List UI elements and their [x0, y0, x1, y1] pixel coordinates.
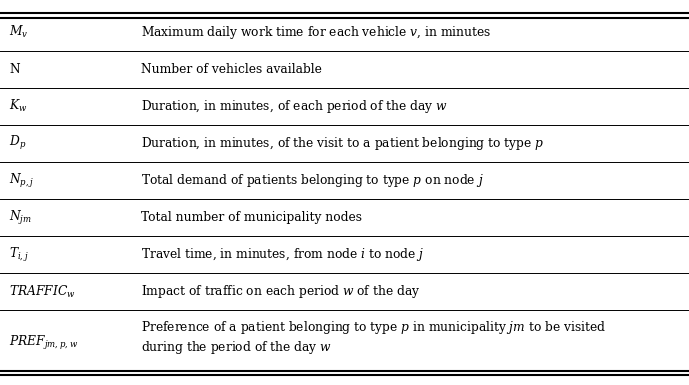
Text: Preference of a patient belonging to type $p$ in municipality $\mathit{jm}$ to b: Preference of a patient belonging to typ… — [141, 320, 606, 336]
Text: Total demand of patients belonging to type $p$ on node $j$: Total demand of patients belonging to ty… — [141, 172, 484, 189]
Text: Maximum daily work time for each vehicle $v$, in minutes: Maximum daily work time for each vehicle… — [141, 23, 492, 40]
Text: Duration, in minutes, of each period of the day $w$: Duration, in minutes, of each period of … — [141, 98, 449, 115]
Text: $N_{jm}$: $N_{jm}$ — [9, 209, 32, 227]
Text: Number of vehicles available: Number of vehicles available — [141, 63, 322, 75]
Text: Travel time, in minutes, from node $i$ to node $j$: Travel time, in minutes, from node $i$ t… — [141, 246, 424, 263]
Text: $\mathit{PREF}_{jm,p,w}$: $\mathit{PREF}_{jm,p,w}$ — [9, 334, 78, 352]
Text: Impact of traffic on each period $w$ of the day: Impact of traffic on each period $w$ of … — [141, 283, 420, 300]
Text: Duration, in minutes, of the visit to a patient belonging to type $p$: Duration, in minutes, of the visit to a … — [141, 135, 544, 152]
Text: Total number of municipality nodes: Total number of municipality nodes — [141, 211, 362, 224]
Text: during the period of the day $w$: during the period of the day $w$ — [141, 339, 332, 356]
Text: $\mathit{TRAFFIC}_w$: $\mathit{TRAFFIC}_w$ — [9, 284, 76, 300]
Text: N: N — [9, 63, 19, 75]
Text: $K_w$: $K_w$ — [9, 98, 28, 114]
Text: $N_{p,j}$: $N_{p,j}$ — [9, 171, 34, 189]
Text: $M_v$: $M_v$ — [9, 24, 28, 40]
Text: $T_{i,j}$: $T_{i,j}$ — [9, 246, 29, 264]
Text: $D_p$: $D_p$ — [9, 134, 26, 152]
